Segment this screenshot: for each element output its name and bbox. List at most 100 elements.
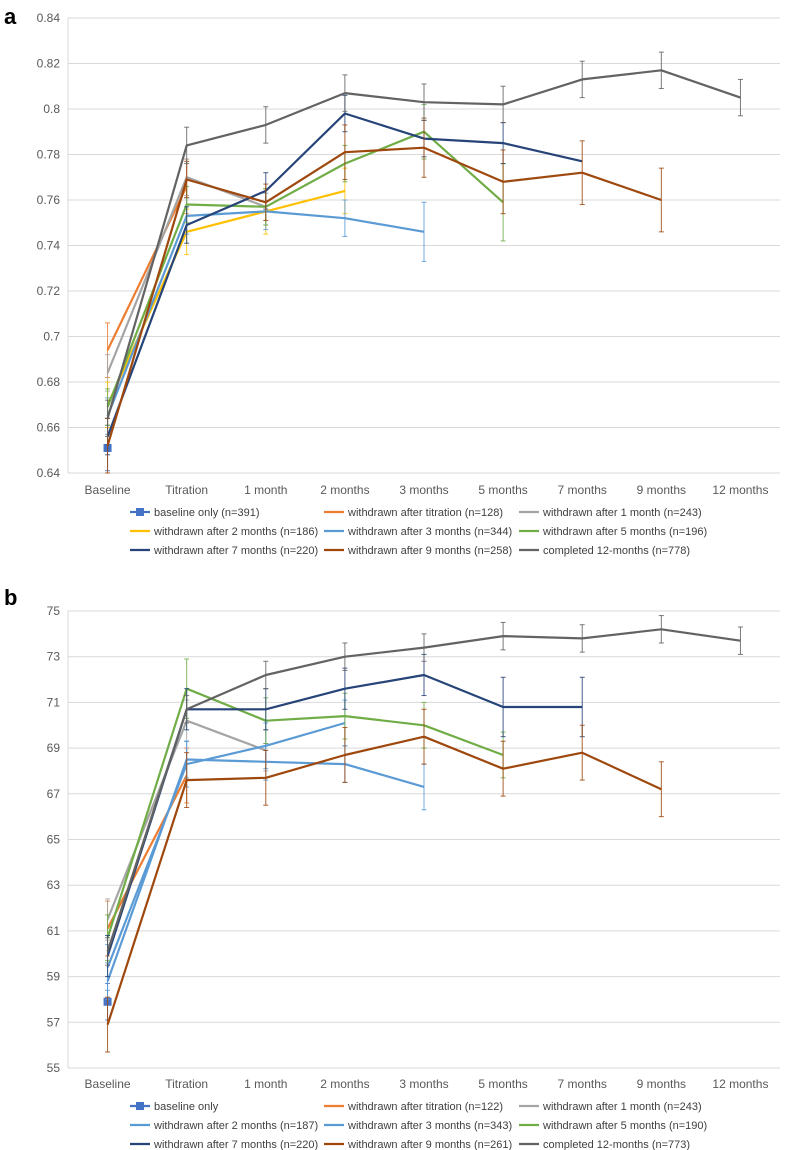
- x-tick-label: 12 months: [712, 483, 768, 497]
- legend-label: withdrawn after 9 months (n=261): [347, 1139, 512, 1150]
- legend-label: completed 12-months (n=773): [543, 1139, 690, 1150]
- legend-item-withdrawn-after-5-months: withdrawn after 5 months (n=196): [519, 526, 707, 538]
- series-line: [106, 721, 346, 968]
- legend-label: withdrawn after 1 month (n=243): [542, 507, 702, 519]
- legend-label: withdrawn after 5 months (n=190): [542, 1120, 707, 1132]
- legend-label: completed 12-months (n=778): [543, 545, 690, 557]
- legend-item-withdrawn-after-9-months: withdrawn after 9 months (n=261): [324, 1139, 512, 1150]
- x-tick-label: Baseline: [85, 483, 131, 497]
- y-tick-label: 0.82: [37, 57, 61, 71]
- legend-label: withdrawn after 2 months (n=187): [153, 1120, 318, 1132]
- legend: baseline only withdrawn after titration (…: [130, 1101, 707, 1150]
- x-tick-label: 3 months: [399, 1077, 448, 1091]
- error-bar: [658, 167, 664, 233]
- chart-panel-a: a 0.64 0.66 0.68 0.7 0.72 0.74 0.76 0.78 0.8 0.82 0…: [4, 4, 780, 557]
- legend-item-withdrawn-after-titration: withdrawn after titration (n=122): [324, 1101, 503, 1113]
- legend-item-withdrawn-after-9-months: withdrawn after 9 months (n=258): [324, 545, 512, 557]
- x-tick-label: 9 months: [637, 483, 686, 497]
- series-withdrawn-after-1-month: [105, 699, 269, 941]
- chart-panel-b: b 55 57 59 61 63 65 67 69 71 73 75 Baseline Titration…: [4, 585, 780, 1150]
- x-tick-label: 5 months: [478, 1077, 527, 1091]
- x-tick-label: Baseline: [85, 1077, 131, 1091]
- legend-item-completed-12-months: completed 12-months (n=778): [519, 545, 690, 557]
- legend-item-baseline-only: baseline only (n=391): [130, 507, 260, 519]
- y-tick-label: 71: [47, 695, 61, 709]
- x-tick-label: 9 months: [637, 1077, 686, 1091]
- y-tick-label: 69: [47, 741, 61, 755]
- series-line: [106, 687, 504, 939]
- y-tick-label: 0.78: [37, 148, 61, 162]
- series-line: [106, 130, 504, 408]
- series-withdrawn-after-titration: [105, 158, 190, 378]
- legend-marker: [136, 1102, 144, 1110]
- x-tick-label: 1 month: [244, 1077, 287, 1091]
- series-line: [106, 628, 741, 952]
- y-tick-label: 0.64: [37, 466, 61, 480]
- legend-label: withdrawn after 1 month (n=243): [542, 1101, 702, 1113]
- error-bar: [658, 761, 664, 818]
- legend-label: withdrawn after 7 months (n=220): [153, 1139, 318, 1150]
- y-tick-label: 75: [47, 604, 61, 618]
- error-bar: [737, 78, 743, 117]
- y-tick-label: 55: [47, 1061, 61, 1075]
- series-line: [106, 112, 583, 437]
- legend-item-withdrawn-after-3-months: withdrawn after 3 months (n=344): [324, 526, 512, 538]
- series-completed-12-months: [105, 615, 743, 966]
- y-tick-label: 65: [47, 833, 61, 847]
- legend-marker: [136, 508, 144, 516]
- legend-label: withdrawn after titration (n=128): [347, 507, 503, 519]
- error-bar: [105, 399, 111, 438]
- y-tick-label: 73: [47, 650, 61, 664]
- legend-item-withdrawn-after-5-months: withdrawn after 5 months (n=190): [519, 1120, 707, 1132]
- y-tick-label: 57: [47, 1015, 61, 1029]
- y-tick-label: 59: [47, 970, 61, 984]
- legend-label: withdrawn after 3 months (n=344): [347, 526, 512, 538]
- legend-item-withdrawn-after-titration: withdrawn after titration (n=128): [324, 507, 503, 519]
- series-withdrawn-after-7-months: [105, 94, 583, 456]
- legend-label: withdrawn after 9 months (n=258): [347, 545, 512, 557]
- error-bar: [737, 626, 743, 655]
- x-tick-label: 3 months: [399, 483, 448, 497]
- y-tick-label: 0.8: [43, 102, 60, 116]
- y-tick-label: 61: [47, 924, 61, 938]
- legend-item-withdrawn-after-7-months: withdrawn after 7 months (n=220): [130, 545, 318, 557]
- panel-label-a: a: [4, 4, 17, 29]
- legend-label: withdrawn after 2 months (n=186): [153, 526, 318, 538]
- legend-label: withdrawn after 7 months (n=220): [153, 545, 318, 557]
- y-tick-label: 67: [47, 787, 61, 801]
- error-bar: [421, 201, 427, 262]
- series-line: [106, 210, 425, 417]
- legend-label: baseline only (n=391): [154, 507, 260, 519]
- legend-item-withdrawn-after-2-months: withdrawn after 2 months (n=186): [130, 526, 318, 538]
- x-tick-label: 5 months: [478, 483, 527, 497]
- x-tick-label: 2 months: [320, 483, 369, 497]
- y-tick-label: 63: [47, 878, 61, 892]
- y-tick-label: 0.66: [37, 421, 61, 435]
- series-withdrawn-after-9-months: [105, 708, 664, 1053]
- legend-item-withdrawn-after-1-month: withdrawn after 1 month (n=243): [519, 1101, 702, 1113]
- legend-item-withdrawn-after-2-months: withdrawn after 2 months (n=187): [130, 1120, 318, 1132]
- x-tick-label: 12 months: [712, 1077, 768, 1091]
- x-tick-label: 7 months: [558, 483, 607, 497]
- x-tick-label: 1 month: [244, 483, 287, 497]
- y-tick-label: 0.72: [37, 284, 61, 298]
- y-tick-label: 0.7: [43, 330, 60, 344]
- series-withdrawn-after-5-months: [105, 658, 506, 962]
- x-tick-label: Titration: [165, 1077, 208, 1091]
- y-tick-label: 0.74: [37, 239, 61, 253]
- legend: baseline only (n=391) withdrawn after tit…: [130, 507, 707, 557]
- x-tick-label: 2 months: [320, 1077, 369, 1091]
- legend-label: withdrawn after titration (n=122): [347, 1101, 503, 1113]
- legend-item-withdrawn-after-7-months: withdrawn after 7 months (n=220): [130, 1139, 318, 1150]
- y-tick-label: 0.84: [37, 11, 61, 25]
- legend-item-baseline-only: baseline only: [130, 1101, 219, 1113]
- panel-label-b: b: [4, 585, 17, 610]
- y-tick-label: 0.76: [37, 193, 61, 207]
- series-withdrawn-after-9-months: [105, 117, 664, 474]
- x-tick-label: 7 months: [558, 1077, 607, 1091]
- series-line: [106, 146, 662, 447]
- legend-item-withdrawn-after-3-months: withdrawn after 3 months (n=343): [324, 1120, 512, 1132]
- series-line: [106, 735, 662, 1025]
- series-line: [106, 69, 741, 419]
